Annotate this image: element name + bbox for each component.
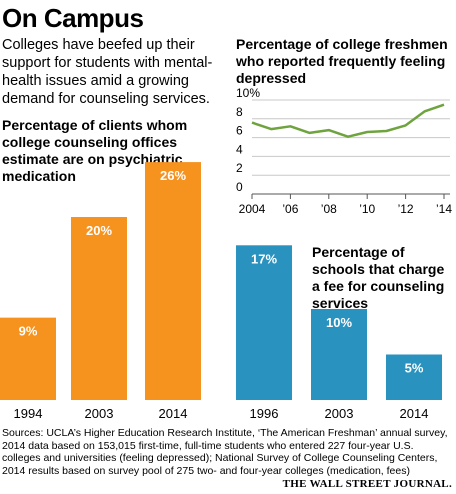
medication-category-label-2014: 2014 xyxy=(159,406,188,421)
line-chart-ytick-0: 0 xyxy=(236,180,243,194)
fee-chart-title: Percentage of schools that charge a fee … xyxy=(312,244,445,311)
fee-bar-2014 xyxy=(386,354,442,400)
fee-category-label-2014: 2014 xyxy=(400,406,429,421)
line-chart-ytick-4: 4 xyxy=(236,142,243,156)
fee-category-label-2003: 2003 xyxy=(325,406,354,421)
medication-bar-1994 xyxy=(0,317,56,400)
line-chart-series-depressed xyxy=(251,103,445,138)
line-chart-ytick-8: 8 xyxy=(236,105,243,119)
fee-value-label-1996: 17% xyxy=(251,251,277,266)
medication-value-label-1994: 9% xyxy=(19,324,38,339)
fee-value-label-2014: 5% xyxy=(405,361,424,376)
medication-value-label-2003: 20% xyxy=(86,223,112,238)
intro-text: Colleges have beefed up their support fo… xyxy=(2,37,213,107)
line-chart-ytick-10: 10% xyxy=(236,86,260,100)
line-chart-xtick-2008: ’08 xyxy=(321,202,337,216)
medication-bar-2003 xyxy=(71,217,127,400)
medication-category-label-2003: 2003 xyxy=(85,406,114,421)
line-chart-xtick-2006: ’06 xyxy=(282,202,298,216)
line-chart-ytick-2: 2 xyxy=(236,161,243,175)
medication-bar-2014 xyxy=(145,162,201,400)
line-chart-xtick-2012: ’12 xyxy=(398,202,414,216)
wsj-credit: THE WALL STREET JOURNAL. xyxy=(282,478,452,490)
sources-note: Sources: UCLA’s Higher Education Researc… xyxy=(2,427,448,477)
line-chart-xtick-2004: 2004 xyxy=(239,202,266,216)
line-chart-xtick-2014: ’14 xyxy=(436,202,452,216)
line-chart-ytick-6: 6 xyxy=(236,124,243,138)
depressed-chart-title: Percentage of college freshmen who repor… xyxy=(236,36,448,86)
fee-category-label-1996: 1996 xyxy=(250,406,279,421)
fee-bar-2003 xyxy=(311,309,367,400)
headline: On Campus xyxy=(2,3,144,33)
medication-value-label-2014: 26% xyxy=(160,168,186,183)
fee-value-label-2003: 10% xyxy=(326,315,352,330)
medication-chart-title: Percentage of clients whom college couns… xyxy=(2,117,188,184)
medication-category-label-1994: 1994 xyxy=(14,406,43,421)
line-chart-xtick-2010: ’10 xyxy=(359,202,375,216)
fee-bar-1996 xyxy=(236,245,292,400)
